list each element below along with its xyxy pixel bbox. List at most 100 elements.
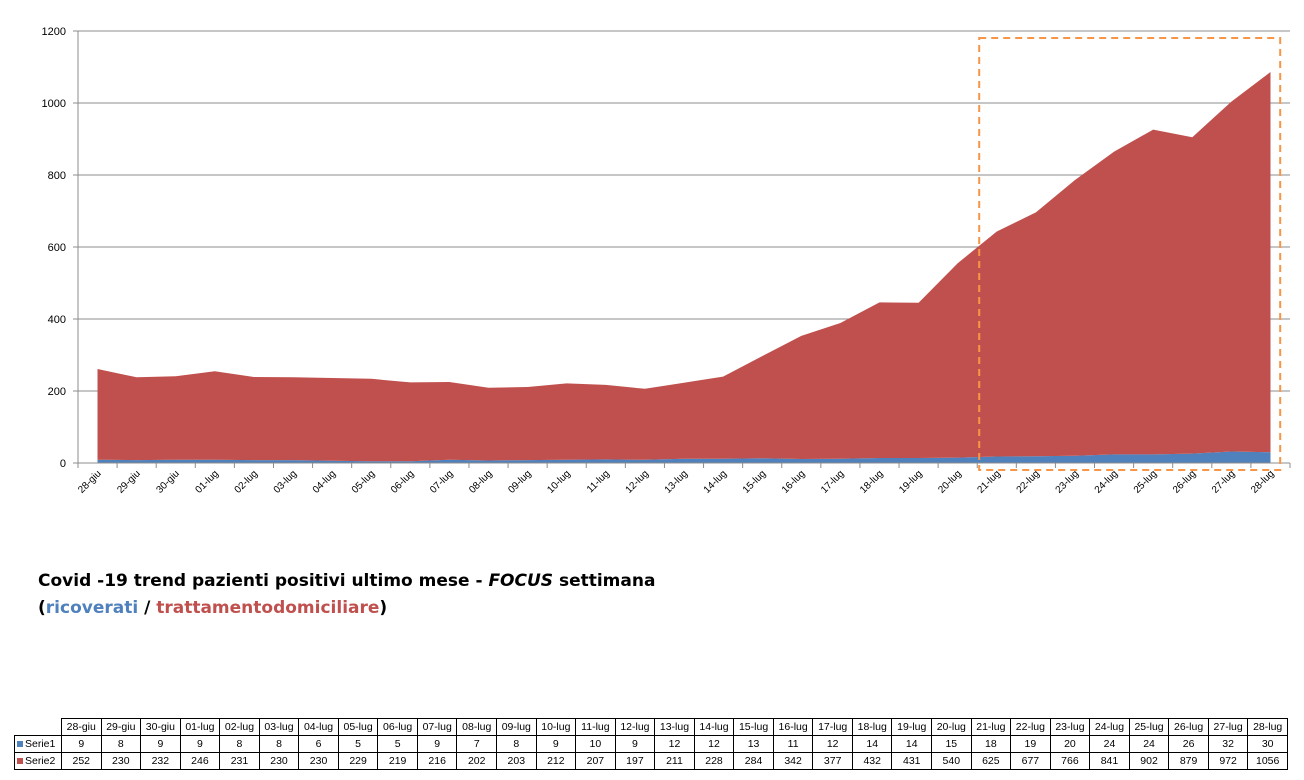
table-header-cell: 22-lug: [1010, 718, 1051, 736]
table-cell: 841: [1089, 752, 1130, 770]
table-cell: 342: [772, 752, 814, 770]
table-cell: 18: [970, 735, 1012, 753]
table-cell: 377: [812, 752, 853, 770]
x-tick-label: 12-lug: [624, 468, 651, 495]
table-header-cell: 25-lug: [1128, 718, 1170, 736]
x-tick-label: 01-lug: [194, 468, 221, 495]
x-tick-label: 15-lug: [741, 468, 768, 495]
y-tick-label: 400: [48, 314, 66, 326]
table-cell: 9: [61, 735, 102, 753]
table-cell: 9: [179, 735, 221, 753]
table-cell: 431: [891, 752, 933, 770]
legend-swatch: [17, 758, 23, 765]
table-header-cell: 20-lug: [931, 718, 972, 736]
x-tick-label: 10-lug: [545, 468, 572, 495]
caption-text-b: settimana: [553, 571, 656, 591]
table-cell: 24: [1089, 735, 1130, 753]
x-tick-label: 20-lug: [936, 468, 963, 495]
caption-focus: FOCUS: [488, 571, 554, 591]
y-tick-labels: 0 200 400 600 800 1000 1200: [42, 26, 66, 470]
table-cell: 12: [693, 735, 735, 753]
table-header-cell: 28-lug: [1247, 718, 1288, 736]
table-cell: 8: [496, 735, 537, 753]
table-header-cell: 06-lug: [377, 718, 418, 736]
table-cell: 9: [535, 735, 577, 753]
table-header-cell: 12-lug: [614, 718, 656, 736]
y-tick-label: 1200: [42, 26, 66, 38]
table-cell: 540: [931, 752, 972, 770]
series-area-serie1: [97, 451, 1271, 463]
caption-line-1: Covid -19 trend pazienti positivi ultimo…: [38, 568, 655, 595]
caption-slash: /: [138, 598, 157, 618]
table-cell: 972: [1207, 752, 1249, 770]
table-header-cell: 01-lug: [179, 718, 221, 736]
table-header-cell: 30-giu: [140, 718, 181, 736]
x-tick-label: 30-giu: [154, 468, 181, 495]
table-row: Serie1 9 8 9 9 8 8 6 5 5 9 7 8 9 10 9 12 12 13 11 12 14 14 15 18…: [14, 735, 1288, 753]
table-cell: 5: [337, 735, 379, 753]
table-cell: 202: [456, 752, 498, 770]
table-header-cell: 14-lug: [693, 718, 735, 736]
y-tick-label: 600: [48, 242, 66, 254]
series-name: Serie2: [25, 755, 56, 767]
table-cell: 15: [931, 735, 972, 753]
table-cell: 212: [535, 752, 577, 770]
table-cell: 8: [258, 735, 300, 753]
table-corner: [15, 719, 62, 736]
table-header-cell: 23-lug: [1049, 718, 1091, 736]
table-header-cell: 11-lug: [575, 718, 616, 736]
table-header-cell: 24-lug: [1089, 718, 1130, 736]
table-cell: 14: [851, 735, 893, 753]
table-cell: 12: [654, 735, 695, 753]
x-tick-label: 02-lug: [233, 468, 260, 495]
table-cell: 230: [258, 752, 300, 770]
table-cell: 879: [1168, 752, 1209, 770]
table-cell: 284: [733, 752, 774, 770]
table-cell: 26: [1168, 735, 1209, 753]
x-tick-label: 27-lug: [1210, 468, 1237, 495]
x-tick-label: 21-lug: [975, 468, 1002, 495]
table-header-cell: 18-lug: [851, 718, 893, 736]
table-header-cell: 03-lug: [258, 718, 300, 736]
x-tick-labels: 28-giu 29-giu 30-giu 01-lug 02-lug 03-lug 04-l…: [76, 468, 1276, 495]
table-header-cell: 10-lug: [535, 718, 577, 736]
table-cell: 9: [140, 735, 181, 753]
table-row-header: Serie2: [14, 752, 62, 770]
x-tick-label: 17-lug: [819, 468, 846, 495]
table-header-row: 28-giu 29-giu 30-giu 01-lug 02-lug 03-lug 04-l…: [15, 718, 1288, 736]
table-cell: 14: [891, 735, 933, 753]
caption-domiciliare: domiciliare: [273, 598, 380, 618]
table-cell: 12: [812, 735, 853, 753]
x-tick-label: 08-lug: [467, 468, 494, 495]
x-tick-label: 22-lug: [1015, 468, 1042, 495]
caption-trattamento: trattamento: [156, 598, 274, 618]
legend-swatch: [17, 741, 23, 748]
table-cell: 9: [416, 735, 458, 753]
table-cell: 232: [140, 752, 181, 770]
x-tick-label: 23-lug: [1054, 468, 1081, 495]
table-row-header: Serie1: [14, 735, 62, 753]
table-cell: 625: [970, 752, 1012, 770]
table-cell: 766: [1049, 752, 1091, 770]
table-header-cell: 19-lug: [891, 718, 933, 736]
table-header-cell: 17-lug: [812, 718, 853, 736]
table-cell: 32: [1207, 735, 1249, 753]
table-cell: 246: [179, 752, 221, 770]
table-header-cell: 08-lug: [456, 718, 498, 736]
table-cell: 207: [575, 752, 616, 770]
x-tick-label: 04-lug: [311, 468, 338, 495]
x-tick-label: 03-lug: [272, 468, 299, 495]
x-tick-label: 16-lug: [780, 468, 807, 495]
table-cell: 677: [1010, 752, 1051, 770]
table-cell: 203: [496, 752, 537, 770]
x-tick-label: 13-lug: [663, 468, 690, 495]
table-cell: 10: [575, 735, 616, 753]
table-cell: 197: [614, 752, 656, 770]
x-tick-label: 05-lug: [350, 468, 377, 495]
series-name: Serie1: [25, 738, 56, 750]
x-tick-label: 18-lug: [858, 468, 885, 495]
x-tick-label: 06-lug: [389, 468, 416, 495]
table-cell: 13: [733, 735, 774, 753]
table-cell: 24: [1128, 735, 1170, 753]
table-cell: 252: [61, 752, 102, 770]
